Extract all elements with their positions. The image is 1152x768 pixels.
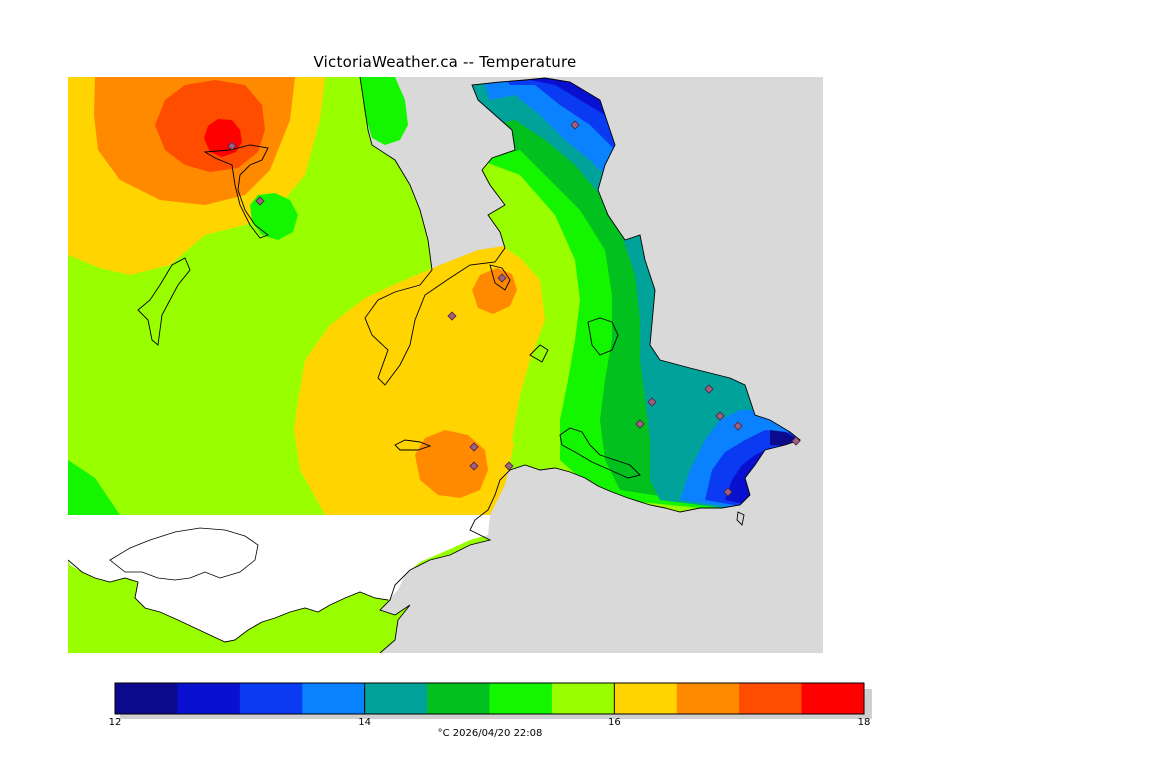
colorbar-swatch [115, 683, 178, 714]
contour-15-15.5-sw [68, 460, 120, 515]
coast-inlet-peninsula [489, 264, 511, 291]
coast-inlet-north [203, 144, 269, 239]
colorbar-swatch [614, 683, 678, 714]
colorbar-swatch [676, 683, 740, 714]
colorbar-tick-label: 16 [607, 717, 621, 728]
coast-islet-4 [559, 427, 641, 479]
coast-inlet-west [137, 257, 191, 346]
station-markers [227, 120, 801, 497]
station-marker [469, 461, 479, 471]
coast-main-west [359, 77, 801, 653]
colorbar-swatch [427, 683, 490, 714]
station-marker [635, 419, 645, 429]
map-title: VictoriaWeather.ca -- Temperature [313, 53, 577, 71]
colorbar-tick-label: 18 [857, 717, 871, 728]
colorbar-swatch [489, 683, 553, 714]
station-marker [469, 442, 479, 452]
station-marker [791, 436, 801, 446]
contour-16-16.5-central [294, 245, 545, 515]
station-marker [504, 461, 514, 471]
colorbar [114, 682, 872, 719]
station-marker [227, 141, 237, 151]
station-marker [447, 311, 457, 321]
station-marker [704, 384, 714, 394]
colorbar-caption: °C 2026/04/20 22:08 [437, 728, 543, 739]
station-marker [497, 273, 507, 283]
colorbar-swatch [551, 683, 615, 714]
station-marker [570, 120, 580, 130]
colorbar-swatch [364, 683, 428, 714]
station-marker [255, 196, 265, 206]
colorbar-tick-label: 14 [358, 717, 372, 728]
coast-islet-5 [736, 511, 745, 526]
colorbar-swatch [177, 683, 241, 714]
colorbar-swatch [302, 683, 366, 714]
colorbar-ticks [114, 683, 865, 714]
station-marker [715, 411, 725, 421]
contour-15-15.5-blob [250, 193, 298, 240]
station-marker [647, 397, 657, 407]
coastlines [68, 77, 801, 653]
colorbar-swatch [739, 683, 803, 714]
colorbar-tick-label: 12 [108, 717, 122, 728]
coast-islet-2 [587, 317, 619, 356]
contour-16.5-17-top [472, 268, 517, 314]
contour-15-15.5-north [360, 77, 408, 145]
station-marker [723, 487, 733, 497]
colorbar-swatch [239, 683, 303, 714]
colorbar-swatches [114, 682, 865, 715]
coast-islet-1 [394, 439, 432, 451]
coast-no-data-south [68, 559, 389, 643]
station-marker [733, 421, 743, 431]
colorbar-swatch [801, 683, 865, 714]
coast-islet-3 [529, 344, 549, 363]
no-data-land-inner [109, 527, 259, 581]
